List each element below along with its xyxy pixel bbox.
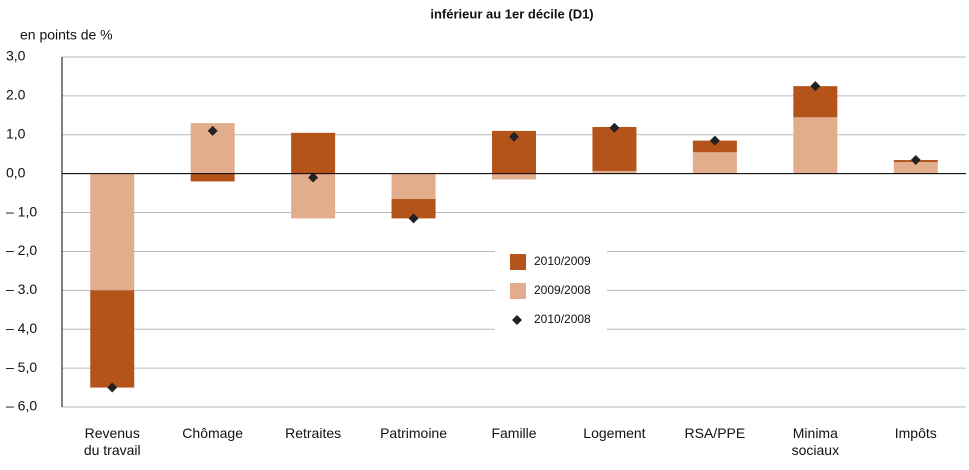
y-axis-label: en points de % (20, 27, 113, 43)
legend-label: 2009/2008 (534, 283, 591, 297)
y-tick-label: 0,0 (6, 164, 26, 180)
x-tick-label: Famille (491, 425, 537, 441)
bar-segment (90, 290, 135, 388)
bar-segment (391, 198, 436, 219)
bar-segment (190, 173, 235, 182)
bar-segment (692, 140, 737, 153)
x-tick-label: Revenus du travail (83, 425, 141, 458)
bar-segment (492, 173, 536, 180)
bar-segment (692, 152, 737, 174)
legend-swatch (510, 283, 526, 299)
legend-label: 2010/2009 (534, 254, 591, 268)
marker (810, 81, 821, 92)
marker (509, 131, 519, 142)
y-tick-label: – 3.0 (6, 281, 37, 297)
marker (207, 125, 218, 136)
bar-segment (893, 162, 938, 174)
y-tick-label: – 2,0 (6, 242, 37, 258)
y-tick-label: – 6,0 (6, 398, 37, 414)
x-tick-label: Impôts (894, 425, 937, 441)
x-tick-label: Patrimoine (380, 425, 447, 441)
x-tick-label: Retraites (285, 425, 342, 441)
x-tick-label: Logement (583, 425, 646, 441)
y-tick-label: 1,0 (6, 125, 26, 141)
y-tick-label: 2.0 (6, 87, 26, 103)
chart-title: inférieur au 1er décile (D1) (430, 6, 593, 21)
bar-segment (391, 173, 436, 199)
marker (910, 155, 921, 166)
marker (308, 172, 319, 183)
bar-segment (291, 132, 336, 174)
y-tick-label: 3,0 (6, 48, 26, 64)
marker (709, 135, 720, 146)
bar-segment (90, 173, 135, 291)
legend-swatch (510, 254, 526, 270)
legend-marker (512, 315, 522, 325)
y-tick-label: – 4,0 (6, 320, 37, 336)
bar-segment (592, 170, 637, 174)
x-tick-label: Minima sociaux (791, 425, 840, 458)
marker (609, 122, 620, 133)
bar-segment (793, 117, 838, 174)
x-tick-label: Chômage (182, 425, 243, 441)
bar-segment (793, 86, 838, 118)
marker (408, 213, 419, 224)
y-tick-label: – 1,0 (6, 203, 37, 219)
bar-segment (592, 127, 637, 171)
x-tick-label: RSA/PPE (684, 425, 746, 441)
marker (107, 382, 118, 393)
y-tick-label: – 5,0 (6, 359, 37, 375)
legend-label: 2010/2008 (534, 312, 591, 326)
